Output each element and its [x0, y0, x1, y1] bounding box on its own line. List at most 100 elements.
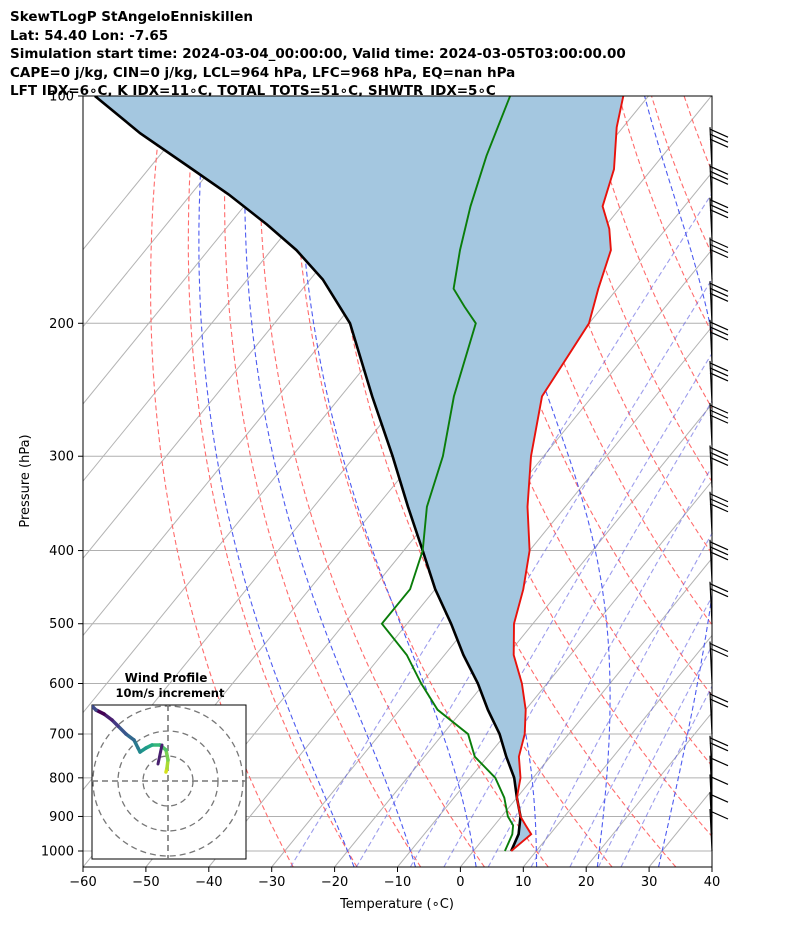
dry-adiabat [325, 96, 613, 867]
isotherm [522, 634, 712, 867]
wind-barb [709, 360, 729, 403]
chart-title-block: SkewTLogP StAngeloEnniskillen Lat: 54.40… [10, 8, 790, 101]
y-axis-ticks: 100 200 300 400 500 600 700 800 900 1000 [41, 90, 83, 860]
y-tick-label: 400 [49, 544, 74, 559]
wind-barbs [709, 127, 729, 852]
x-tick-label: −10 [384, 875, 411, 890]
moist-adiabat [198, 96, 355, 867]
y-tick-label: 600 [49, 677, 74, 692]
hodograph-segment [116, 724, 128, 736]
moist-adiabat [720, 96, 794, 867]
chart-title: SkewTLogP StAngeloEnniskillen [10, 9, 253, 25]
x-tick-label: 0 [456, 875, 464, 890]
wind-barb [709, 491, 729, 534]
x-tick-label: 20 [578, 875, 595, 890]
isotherm [460, 557, 712, 867]
wind-barb [709, 164, 729, 207]
mixing-ratio-line [487, 465, 712, 867]
x-axis-label: Temperature (∘C) [339, 897, 454, 912]
x-tick-label: −50 [132, 875, 159, 890]
moist-adiabat [644, 96, 712, 867]
isotherm [648, 789, 712, 867]
wind-barb [709, 445, 729, 488]
parcel-profile-line [94, 96, 522, 852]
dry-adiabat [520, 96, 712, 555]
isotherm [83, 96, 335, 405]
wind-barb [709, 237, 729, 280]
y-tick-label: 1000 [41, 845, 74, 860]
mixing-ratio-line [409, 352, 712, 867]
dry-adiabat [292, 96, 549, 867]
mixing-ratio-line [530, 532, 712, 867]
y-tick-label: 900 [49, 810, 74, 825]
mixing-ratio-line [443, 399, 712, 867]
mixing-ratio-line [597, 644, 712, 867]
wind-barb [709, 539, 729, 582]
x-axis-ticks: −60 −50 −40 −30 −20 −10 0 10 20 30 40 [69, 867, 720, 890]
dry-adiabat [488, 96, 712, 626]
wind-barb [709, 735, 729, 778]
moist-adiabat [470, 96, 611, 867]
temperature-line [510, 96, 625, 852]
x-tick-label: −20 [321, 875, 348, 890]
dry-adiabat [150, 96, 294, 867]
wind-barb [709, 319, 729, 362]
stability-indices-2: LFT IDX=6∘C, K IDX=11∘C, TOTAL TOTS=51∘C… [10, 83, 496, 99]
dry-adiabat [618, 96, 712, 334]
y-tick-label: 200 [49, 317, 74, 332]
isotherm [83, 96, 209, 251]
simulation-times: Simulation start time: 2024-03-04_00:00:… [10, 46, 626, 62]
dry-adiabat [585, 96, 712, 410]
y-tick-label: 500 [49, 617, 74, 632]
dry-adiabat [258, 96, 485, 867]
dry-adiabat [749, 96, 794, 867]
dry-adiabat-lines [150, 96, 794, 867]
dry-adiabat [455, 96, 712, 697]
dewpoint-line [380, 96, 515, 852]
wind-barb [709, 127, 729, 170]
hodograph-segment [92, 705, 98, 712]
isotherm [334, 403, 712, 867]
hodograph-subtitle: 10m/s increment [116, 686, 225, 700]
x-tick-label: −60 [69, 875, 96, 890]
dry-adiabat [224, 96, 422, 867]
wind-barb [709, 281, 729, 324]
dry-adiabat [650, 96, 712, 256]
wind-barb [709, 774, 729, 817]
y-axis-label: Pressure (hPa) [18, 434, 33, 527]
hodograph-title: Wind Profile [125, 671, 208, 685]
hodograph-segment [156, 743, 164, 766]
x-tick-label: −30 [258, 875, 285, 890]
wind-barb [709, 692, 729, 735]
dry-adiabat [782, 96, 794, 867]
hodograph-inset: Wind Profile 10m/s increment [91, 671, 247, 860]
wind-barb [709, 755, 729, 798]
wind-barb [709, 641, 729, 684]
location-coordinates: Lat: 54.40 Lon: -7.65 [10, 27, 169, 44]
dry-adiabat [717, 96, 794, 867]
y-tick-label: 300 [49, 450, 74, 465]
y-tick-label: 100 [49, 90, 74, 105]
mixing-ratio-line [355, 278, 712, 867]
wind-barb [709, 403, 729, 446]
mixing-ratio-line [569, 595, 712, 867]
moist-adiabat [297, 96, 477, 867]
y-tick-label: 800 [49, 771, 74, 786]
cape-shaded-area [94, 96, 624, 851]
stability-indices-1: CAPE=0 j/kg, CIN=0 j/kg, LCL=964 hPa, LF… [10, 64, 516, 81]
wind-barb [709, 808, 729, 852]
mixing-ratio-line [620, 685, 712, 867]
wind-barb [709, 581, 729, 624]
dry-adiabat [187, 96, 358, 867]
mixing-ratio-lines [290, 192, 712, 867]
isotherm [585, 711, 712, 867]
isotherm [271, 325, 712, 867]
x-tick-label: −40 [195, 875, 222, 890]
moist-adiabat [244, 96, 417, 867]
x-tick-label: 40 [704, 875, 721, 890]
x-tick-label: 30 [641, 875, 658, 890]
wind-barb [709, 197, 729, 240]
y-tick-label: 700 [49, 728, 74, 743]
x-tick-label: 10 [515, 875, 532, 890]
